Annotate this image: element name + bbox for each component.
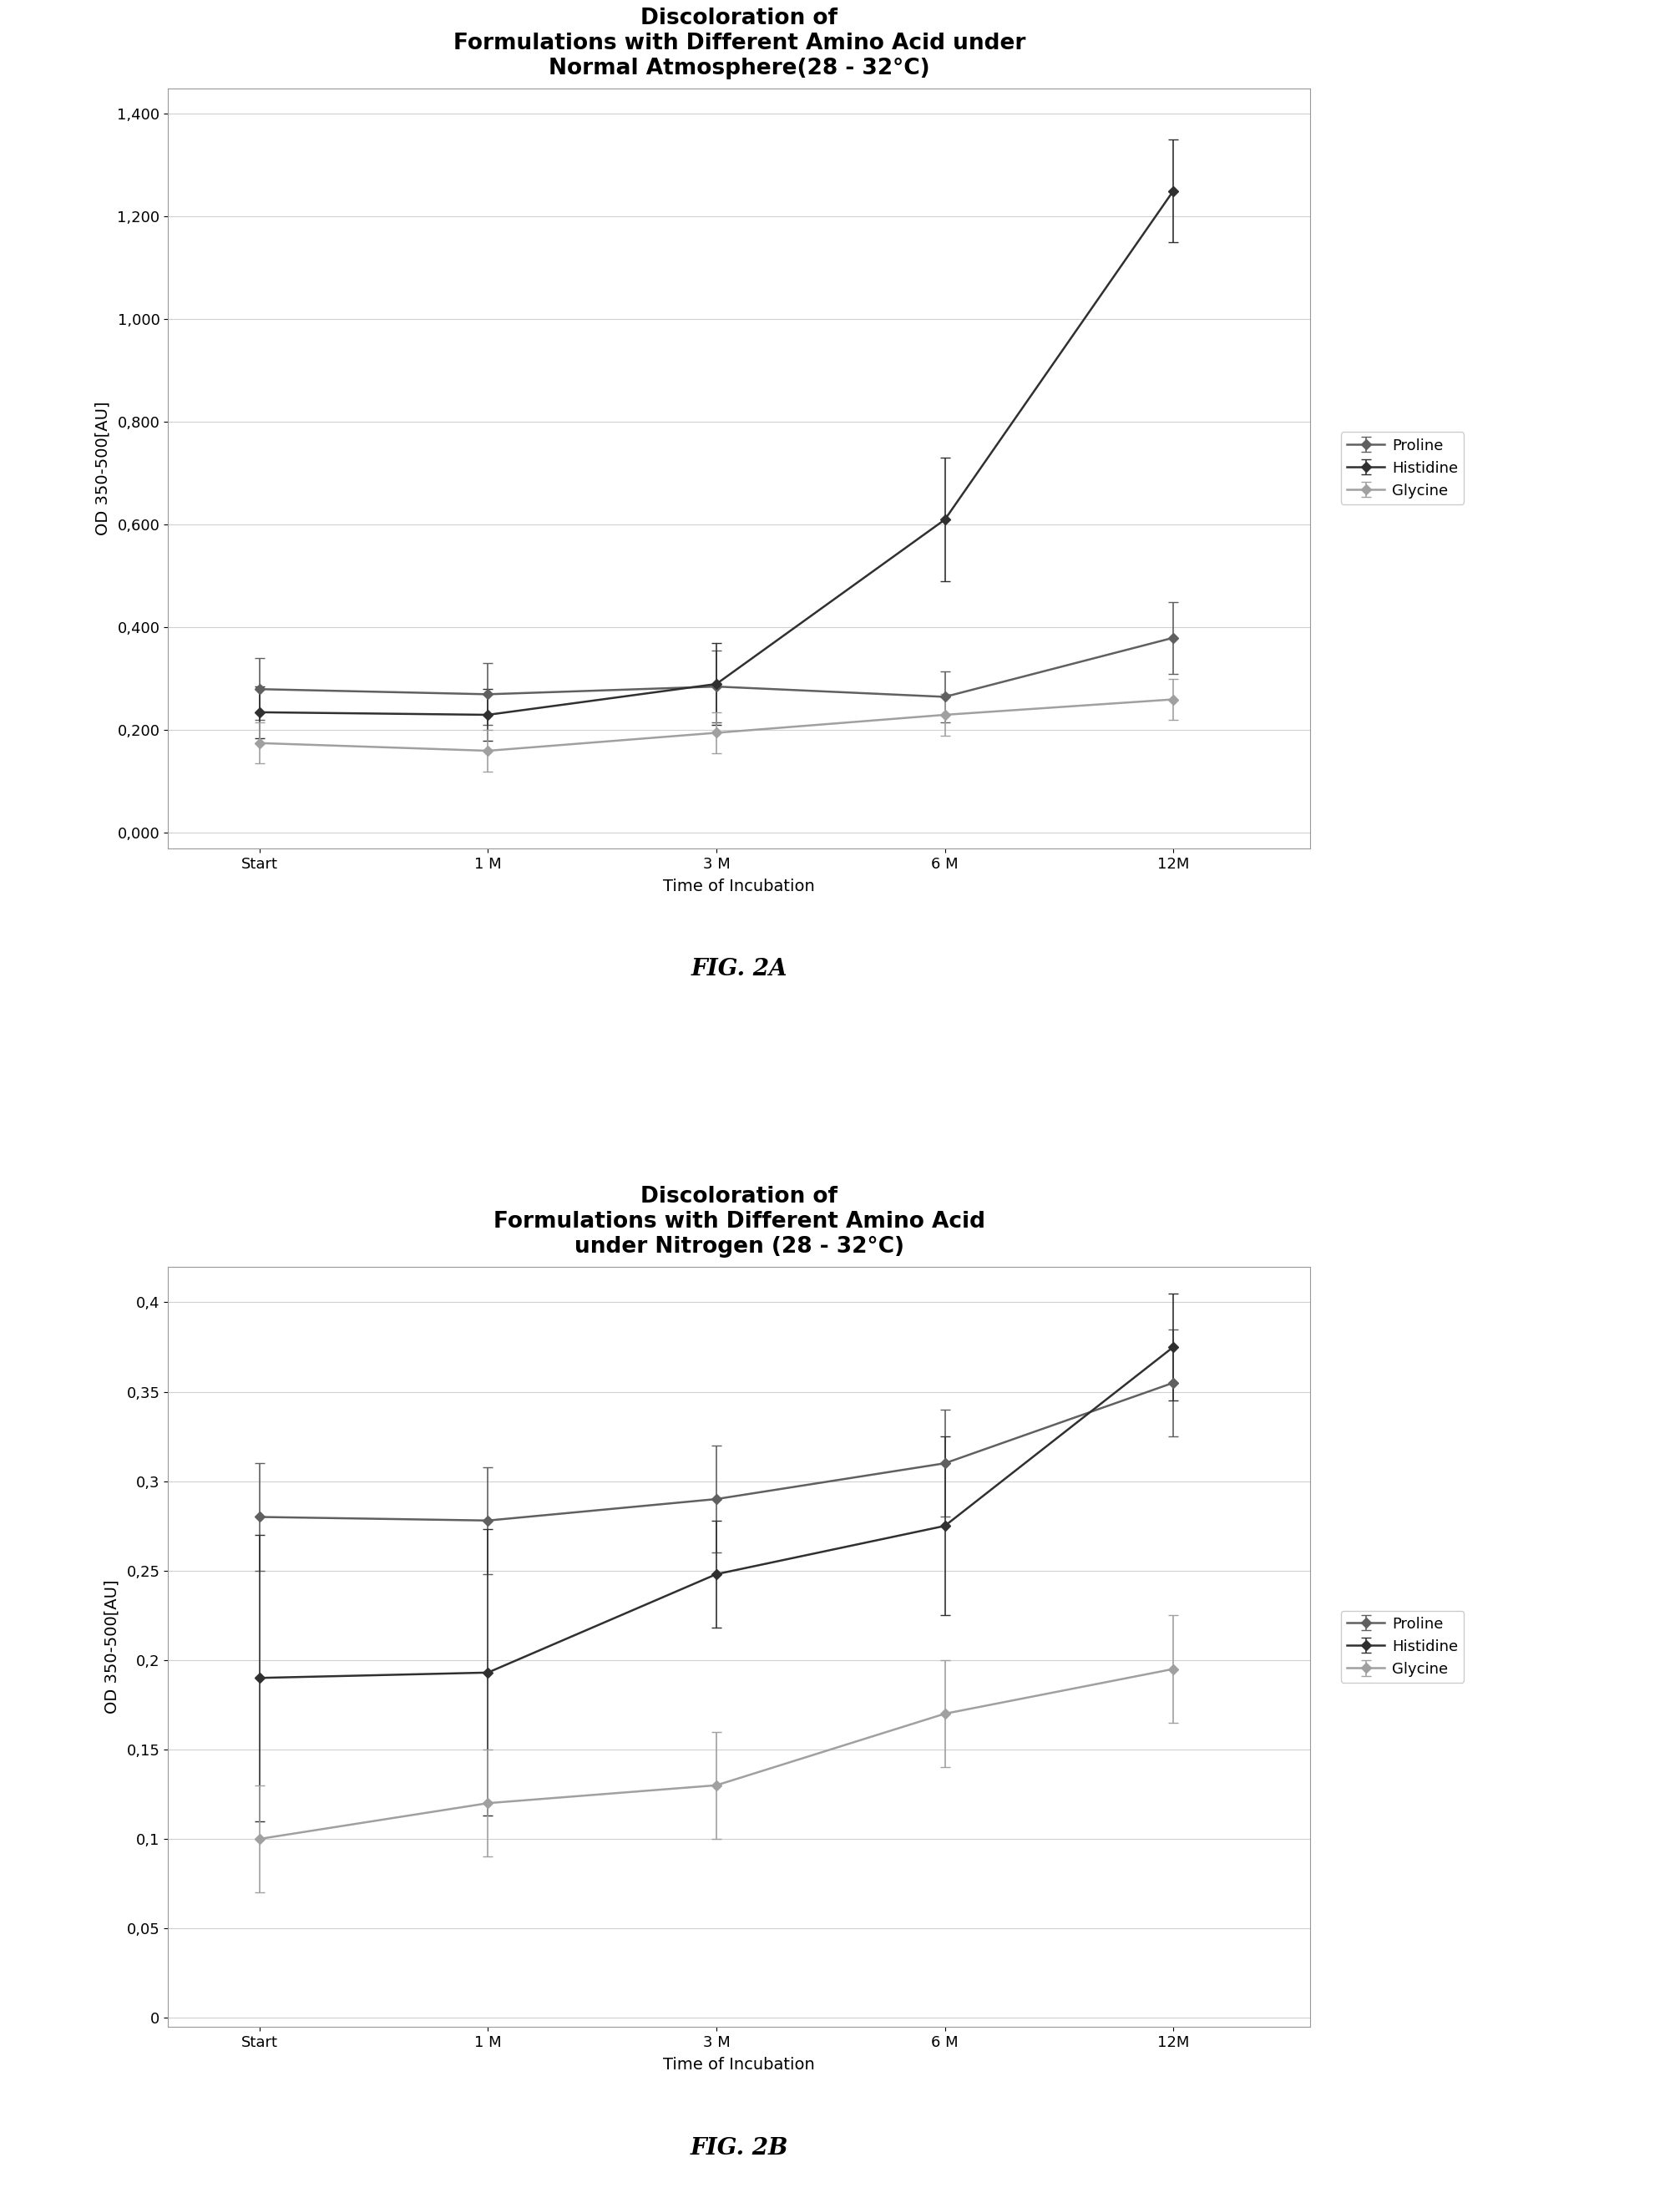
X-axis label: Time of Incubation: Time of Incubation [664,2058,815,2073]
Text: FIG. 2A: FIG. 2A [690,958,788,980]
Legend: Proline, Histidine, Glycine: Proline, Histidine, Glycine [1341,1610,1465,1683]
Y-axis label: OD 350-500[AU]: OD 350-500[AU] [94,401,111,535]
X-axis label: Time of Incubation: Time of Incubation [664,879,815,894]
Title: Discoloration of
Formulations with Different Amino Acid under
Normal Atmosphere(: Discoloration of Formulations with Diffe… [454,7,1025,79]
Text: FIG. 2B: FIG. 2B [690,2137,788,2159]
Title: Discoloration of
Formulations with Different Amino Acid
under Nitrogen (28 - 32°: Discoloration of Formulations with Diffe… [494,1185,984,1258]
Y-axis label: OD 350-500[AU]: OD 350-500[AU] [104,1580,119,1714]
Legend: Proline, Histidine, Glycine: Proline, Histidine, Glycine [1341,432,1465,504]
